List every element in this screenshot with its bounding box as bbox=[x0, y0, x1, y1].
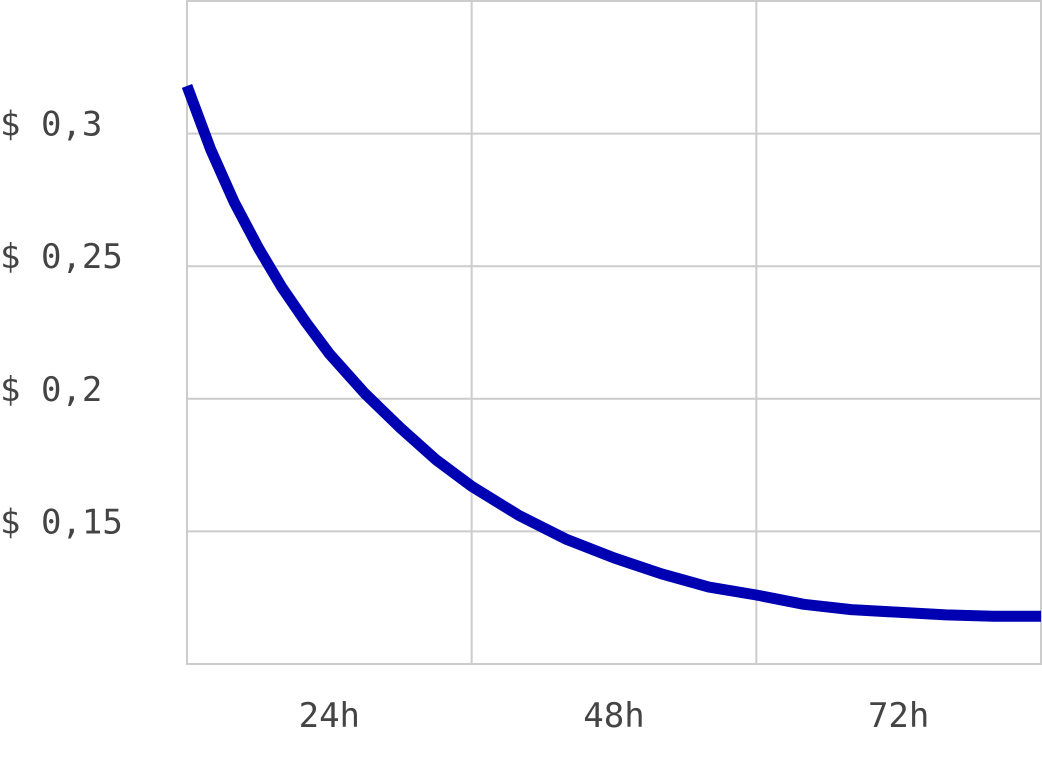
x-tick-label: 24h bbox=[299, 696, 360, 736]
series-layer bbox=[181, 83, 1041, 622]
x-tick-label: 48h bbox=[583, 696, 644, 736]
series-line-0 bbox=[181, 83, 1041, 622]
grid-lines bbox=[187, 1, 1041, 664]
y-tick-label: $ 0,3 bbox=[0, 105, 102, 145]
plot-frame bbox=[186, 0, 1042, 665]
y-axis-tick-labels: $ 0,3 $ 0,25 $ 0,2 $ 0,15 bbox=[0, 105, 123, 543]
y-tick-label: $ 0,15 bbox=[0, 502, 123, 542]
x-axis-tick-labels: 24h 48h 72h bbox=[299, 696, 930, 736]
y-tick-label: $ 0,2 bbox=[0, 370, 102, 410]
x-tick-label: 72h bbox=[868, 696, 929, 736]
y-tick-label: $ 0,25 bbox=[0, 237, 123, 277]
